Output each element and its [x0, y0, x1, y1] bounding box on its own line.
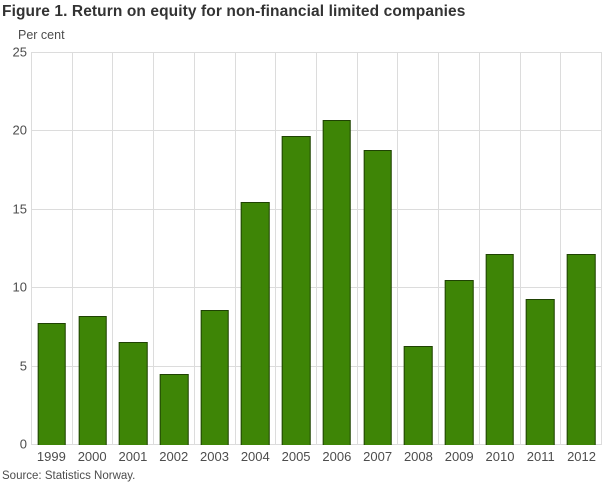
plot-columns: [31, 53, 603, 445]
y-axis: 0 5 10 15 20 25: [0, 46, 27, 451]
x-tick-label-2003: 2003: [200, 449, 229, 464]
bar-2011: [526, 299, 555, 445]
y-axis-unit-label: Per cent: [18, 28, 65, 42]
x-tick-label-2006: 2006: [322, 449, 352, 464]
x-tick-label-2002: 2002: [159, 449, 189, 464]
bar-2008: [404, 346, 433, 445]
x-tick-label-2011: 2011: [526, 449, 555, 464]
column-2002: [153, 53, 194, 445]
bar-2007: [363, 150, 392, 445]
x-tick-label-2010: 2010: [485, 449, 515, 464]
x-tick-label-2007: 2007: [363, 449, 393, 464]
bar-2004: [241, 201, 270, 445]
bar-2001: [119, 341, 148, 445]
column-2005: [275, 53, 316, 445]
x-tick-label-2012: 2012: [567, 449, 596, 464]
y-tick-label-25: 25: [12, 44, 27, 60]
x-tick-label-2008: 2008: [403, 449, 433, 464]
chart-title: Figure 1. Return on equity for non-finan…: [2, 3, 466, 20]
y-tick-label-0: 0: [19, 436, 27, 452]
column-2012: [560, 53, 603, 445]
plot-area: [31, 52, 603, 445]
x-axis: 1999 2000 2001 2002 2003 2004 2005 2006 2007 2008…: [31, 449, 602, 464]
bar-2012: [566, 253, 596, 445]
bar-2006: [322, 120, 352, 445]
column-1999: [31, 53, 72, 445]
y-tick-label-15: 15: [12, 201, 27, 217]
column-2009: [438, 53, 479, 445]
bar-1999: [37, 322, 67, 445]
y-tick-label-10: 10: [12, 279, 27, 295]
column-2001: [112, 53, 153, 445]
bar-2009: [444, 280, 474, 445]
column-2011: [519, 53, 561, 445]
x-tick-label-2004: 2004: [240, 449, 270, 464]
y-tick-label-20: 20: [12, 122, 27, 138]
column-2003: [193, 53, 235, 445]
column-2010: [478, 53, 520, 445]
bar-2000: [78, 316, 107, 445]
column-2000: [71, 53, 113, 445]
x-tick-label-1999: 1999: [36, 449, 66, 464]
bar-2003: [200, 310, 230, 445]
column-2006: [316, 53, 357, 445]
y-tick-label-5: 5: [19, 358, 27, 374]
bar-2005: [281, 136, 311, 445]
source-note: Source: Statistics Norway.: [2, 470, 136, 482]
x-tick-label-2005: 2005: [281, 449, 311, 464]
bar-2010: [485, 253, 515, 445]
column-2008: [397, 53, 438, 445]
x-tick-label-2000: 2000: [77, 449, 107, 464]
column-2004: [234, 53, 276, 445]
column-2007: [356, 53, 398, 445]
x-tick-label-2001: 2001: [118, 449, 148, 464]
bar-2002: [159, 374, 189, 445]
x-tick-label-2009: 2009: [444, 449, 474, 464]
